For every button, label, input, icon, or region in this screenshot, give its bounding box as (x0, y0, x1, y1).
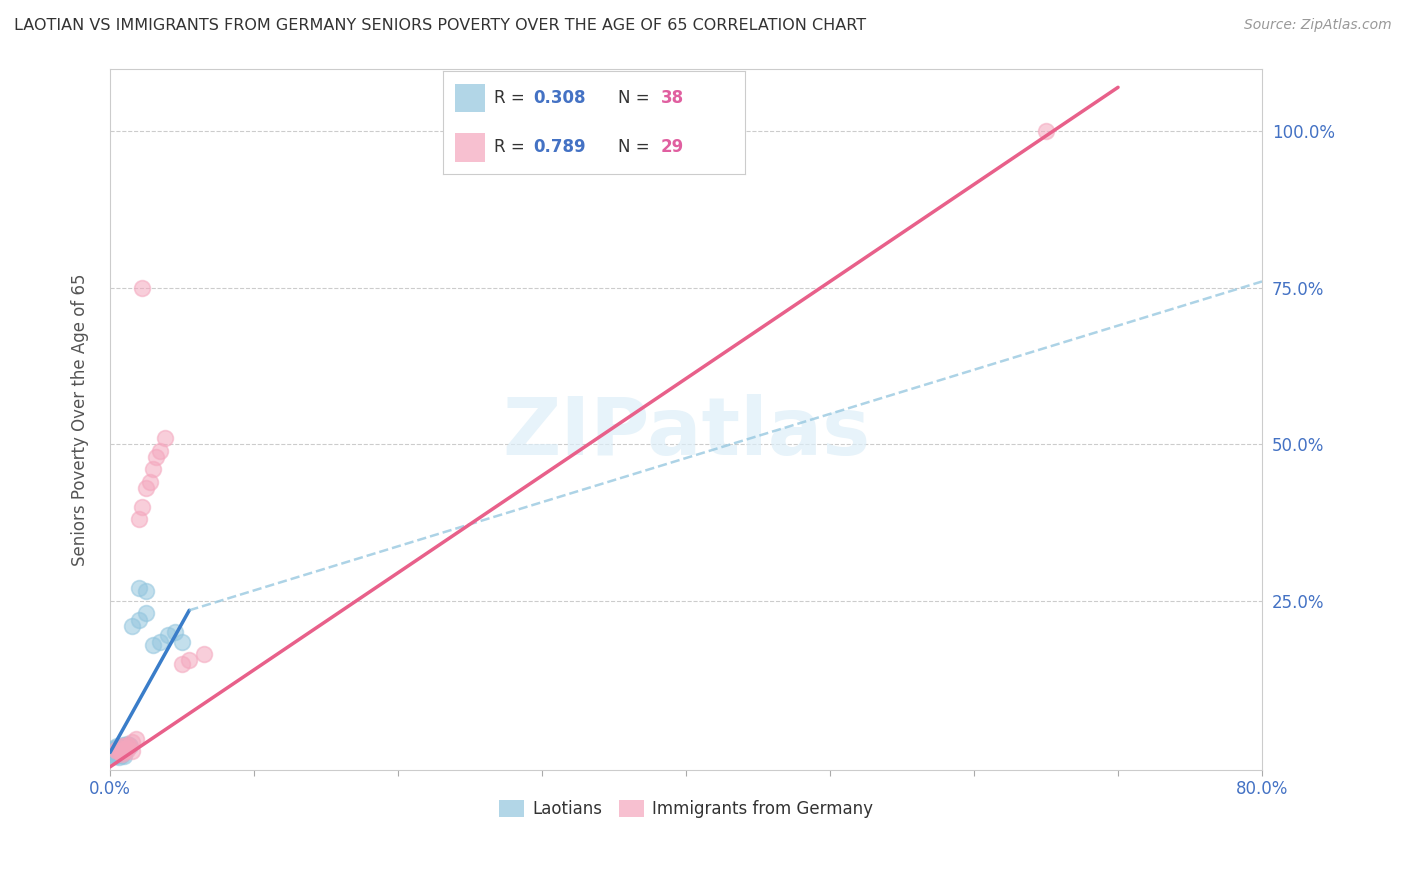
Point (107, 747, 129, 761)
Text: N =: N = (619, 89, 655, 107)
Point (107, 749, 129, 764)
Point (101, 743, 124, 757)
Point (112, 743, 135, 757)
Point (120, 739, 142, 754)
Point (112, 744, 135, 758)
Point (163, 625, 186, 640)
Point (110, 739, 132, 754)
Point (112, 746, 135, 760)
Point (110, 746, 132, 760)
Point (145, 450, 167, 464)
Text: Source: ZipAtlas.com: Source: ZipAtlas.com (1244, 18, 1392, 32)
Point (117, 737, 139, 751)
Point (110, 747, 132, 762)
Point (170, 657, 193, 671)
Bar (456, 84, 485, 112)
Point (110, 747, 132, 762)
Point (114, 743, 136, 757)
Point (156, 628, 179, 642)
Point (114, 749, 136, 764)
Point (103, 748, 125, 763)
Point (104, 749, 127, 764)
Point (114, 744, 136, 758)
Text: R =: R = (495, 89, 530, 107)
Y-axis label: Seniors Poverty Over the Age of 65: Seniors Poverty Over the Age of 65 (72, 273, 89, 566)
Point (103, 744, 125, 758)
Point (131, 281, 153, 295)
Point (135, 481, 157, 495)
Point (193, 647, 215, 661)
Point (107, 741, 129, 756)
Point (1035, 124, 1057, 138)
Point (105, 739, 128, 754)
Point (104, 746, 127, 760)
Point (149, 634, 172, 648)
Point (107, 743, 129, 757)
Point (103, 741, 125, 756)
Point (135, 607, 157, 621)
Point (118, 739, 141, 754)
Text: 0.789: 0.789 (534, 138, 586, 156)
Point (117, 743, 139, 757)
Point (142, 638, 165, 652)
Point (117, 738, 139, 752)
Point (131, 500, 153, 514)
Point (149, 443, 172, 458)
Point (128, 613, 150, 627)
Point (121, 744, 143, 758)
Text: R =: R = (495, 138, 530, 156)
Text: 0.308: 0.308 (534, 89, 586, 107)
Point (104, 742, 127, 756)
Point (121, 735, 143, 749)
Text: 29: 29 (661, 138, 683, 156)
Point (128, 582, 150, 596)
Point (125, 731, 148, 746)
Point (139, 475, 162, 489)
Legend: Laotians, Immigrants from Germany: Laotians, Immigrants from Germany (492, 793, 880, 825)
Point (104, 743, 127, 757)
Point (108, 746, 131, 760)
Text: N =: N = (619, 138, 655, 156)
Point (110, 747, 132, 762)
Point (170, 634, 193, 648)
Point (100, 747, 122, 762)
Point (114, 741, 136, 756)
Point (115, 741, 138, 756)
Point (115, 739, 138, 754)
Point (108, 741, 131, 756)
Point (108, 744, 131, 758)
Point (142, 462, 165, 476)
Text: ZIPatlas: ZIPatlas (502, 394, 870, 472)
Text: LAOTIAN VS IMMIGRANTS FROM GERMANY SENIORS POVERTY OVER THE AGE OF 65 CORRELATIO: LAOTIAN VS IMMIGRANTS FROM GERMANY SENIO… (14, 18, 866, 33)
Point (105, 744, 128, 758)
Point (112, 738, 135, 752)
Point (101, 746, 124, 760)
Point (153, 431, 176, 445)
Point (105, 744, 128, 758)
Bar (456, 133, 485, 161)
Point (179, 653, 201, 667)
Point (135, 584, 157, 599)
Point (128, 512, 150, 526)
Text: 38: 38 (661, 89, 683, 107)
Point (121, 619, 143, 633)
Point (118, 738, 141, 752)
